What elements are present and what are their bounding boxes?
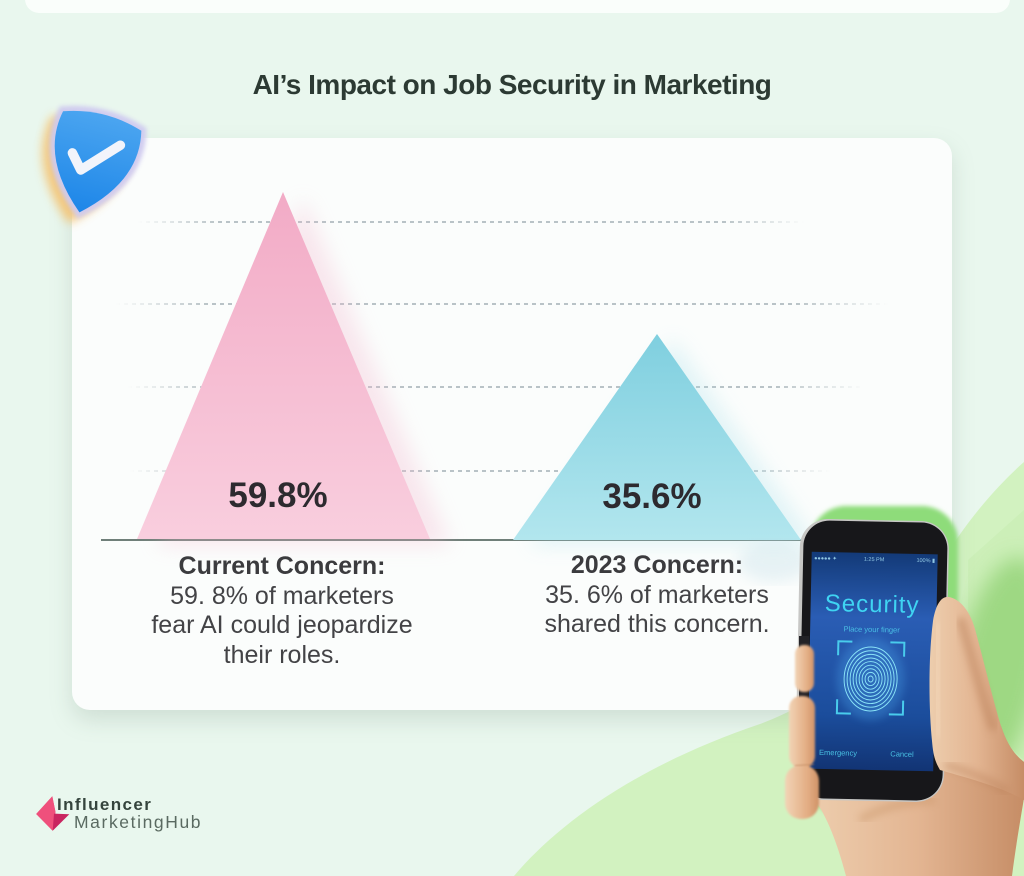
svg-text:Emergency: Emergency [819,748,857,758]
svg-text:●●●●● ✦: ●●●●● ✦ [814,555,837,562]
svg-text:1:25 PM: 1:25 PM [864,557,885,563]
svg-text:100% ▮: 100% ▮ [916,558,935,564]
svg-text:Cancel: Cancel [890,749,914,758]
svg-text:Place your finger: Place your finger [843,624,900,634]
svg-text:Security: Security [825,590,920,619]
